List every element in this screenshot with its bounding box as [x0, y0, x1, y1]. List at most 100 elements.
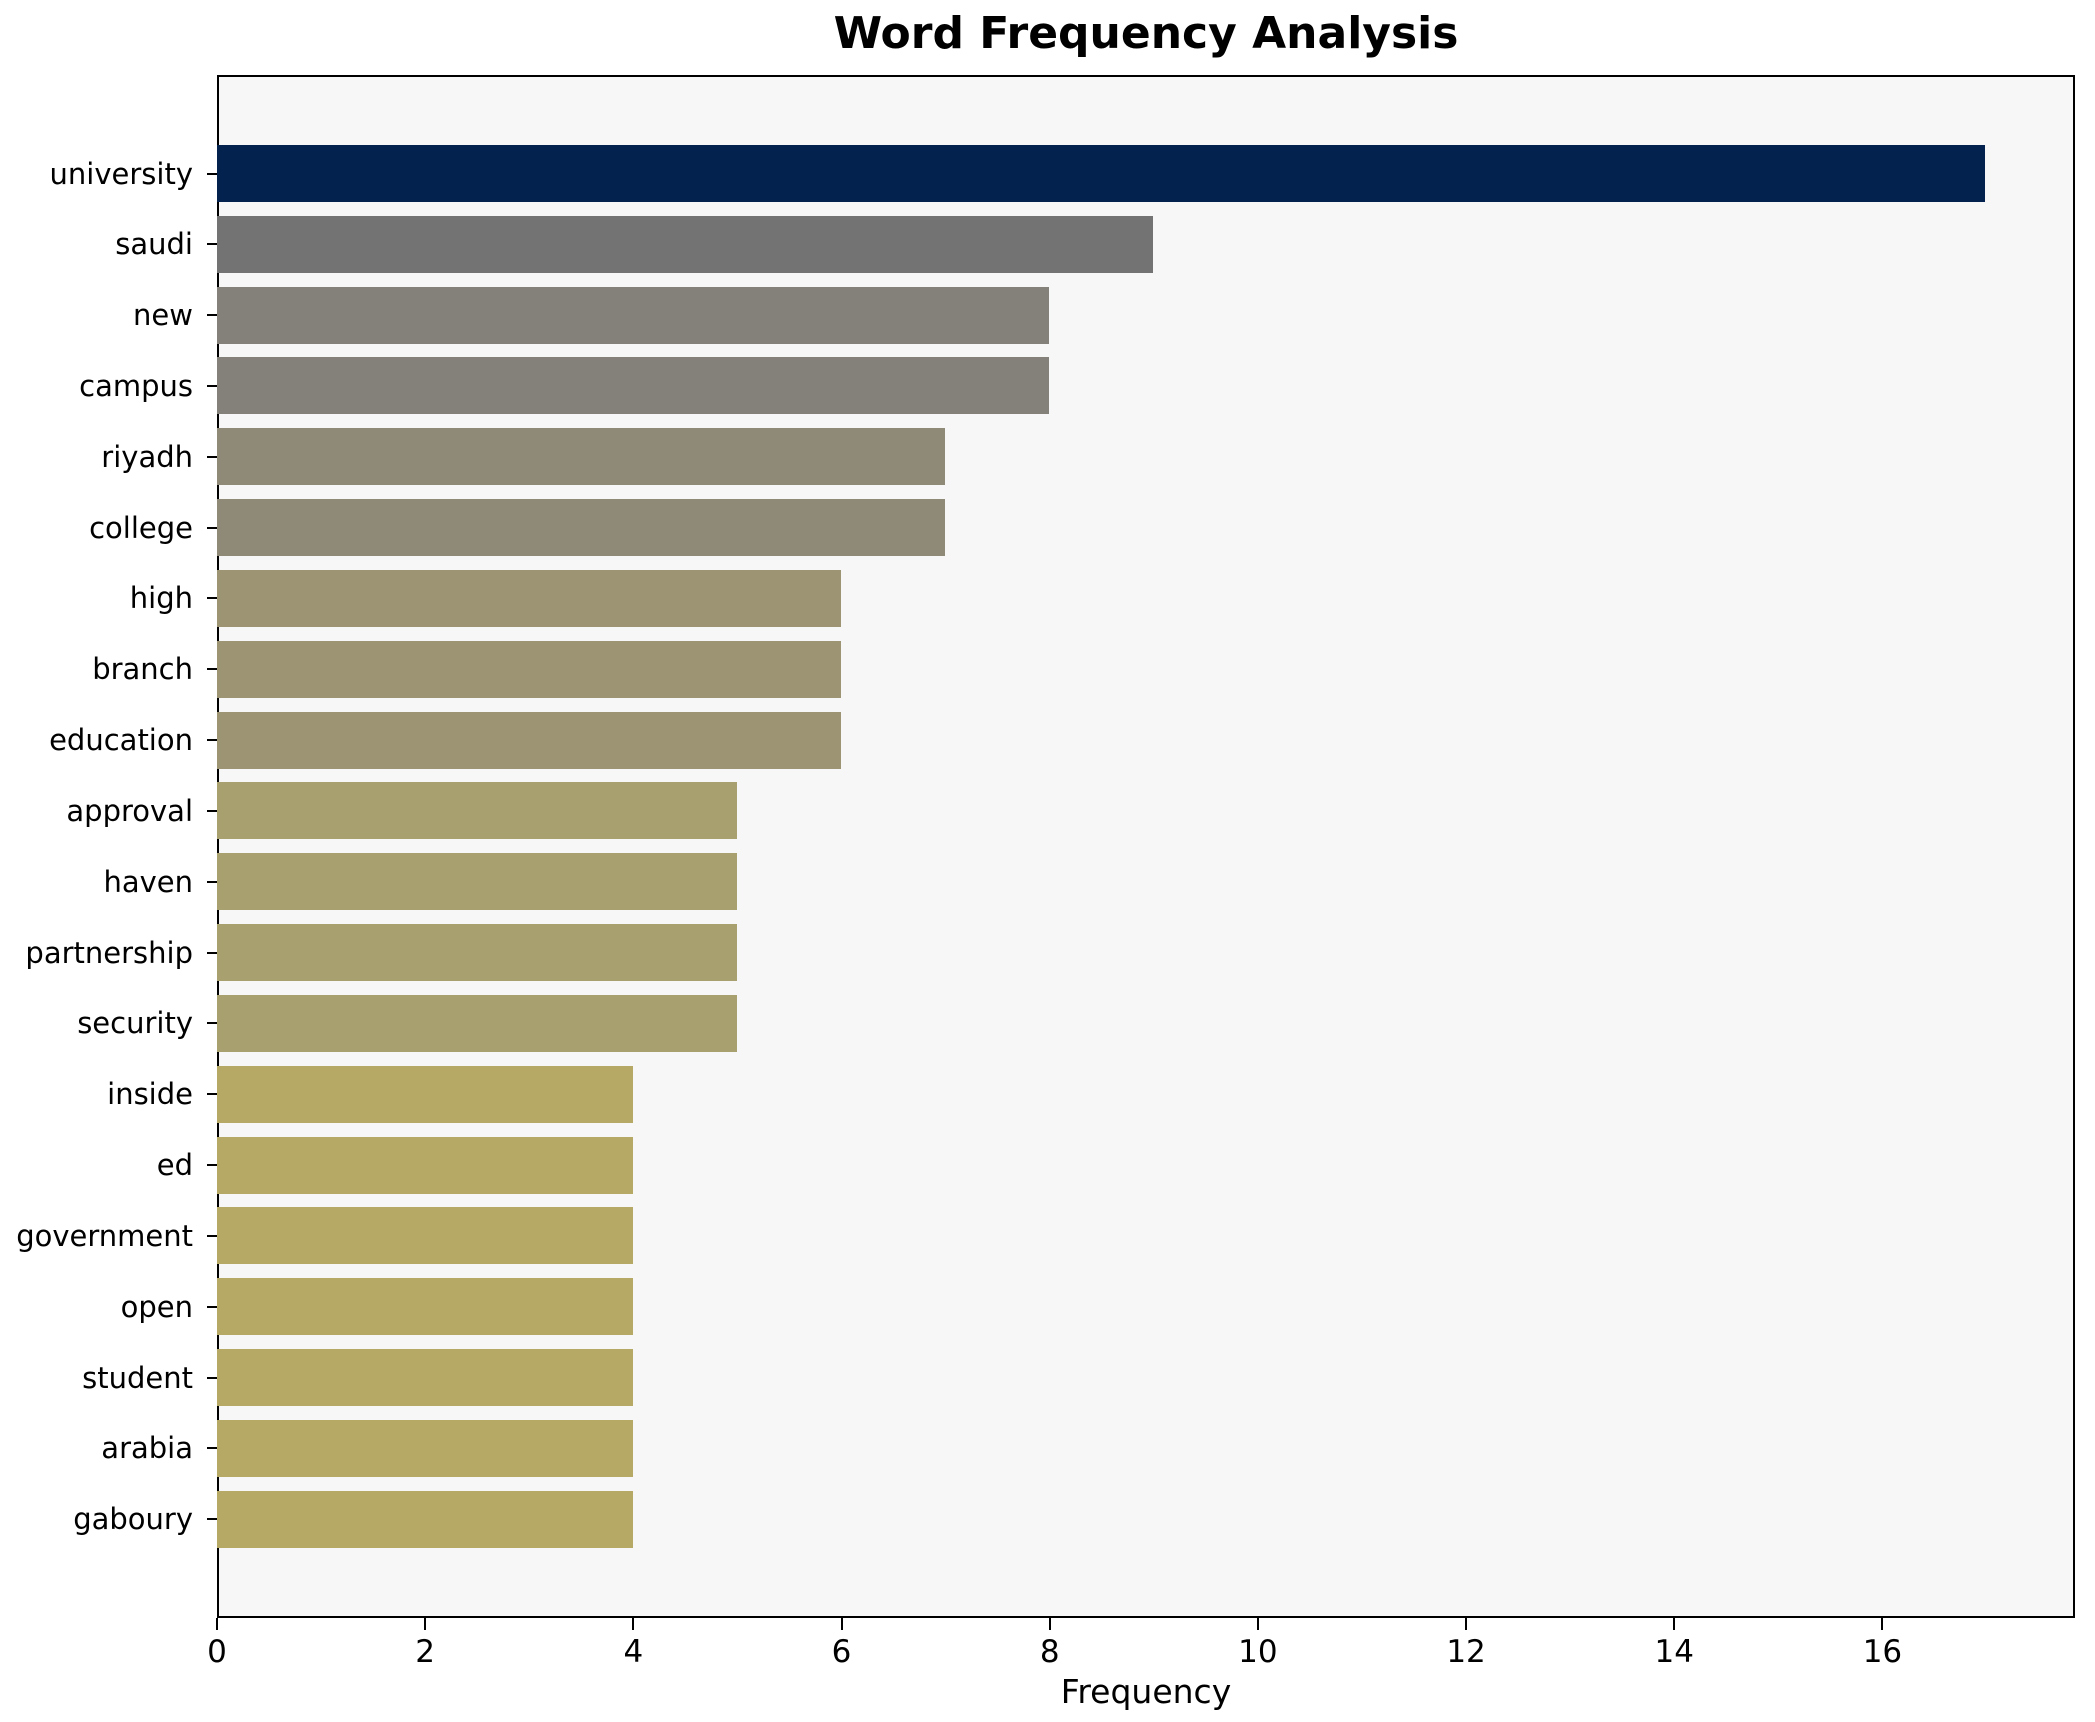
y-axis-label: haven [103, 864, 193, 899]
y-axis-label: college [89, 510, 193, 545]
y-tick-mark [207, 809, 217, 812]
frequency-bar [217, 782, 737, 840]
y-axis-label: partnership [25, 935, 193, 970]
y-axis-label: open [120, 1289, 193, 1324]
x-axis-title: Frequency [1060, 1672, 1232, 1711]
x-tick-label: 6 [831, 1634, 852, 1670]
y-axis-label: high [129, 581, 193, 616]
y-axis-label: ed [156, 1148, 193, 1183]
bar-row: riyadh [0, 428, 2073, 486]
frequency-bar [217, 1065, 633, 1123]
x-tick-label: 8 [1039, 1634, 1060, 1670]
frequency-bar [217, 924, 737, 982]
frequency-bar [217, 428, 945, 486]
bar-track [217, 1490, 2073, 1548]
frequency-bar [217, 357, 1049, 415]
y-axis-label: arabia [101, 1431, 193, 1466]
bar-track [217, 1136, 2073, 1194]
bar-row: partnership [0, 924, 2073, 982]
y-tick-mark [207, 951, 217, 954]
y-tick-mark [207, 1022, 217, 1025]
y-tick-mark [207, 243, 217, 246]
bar-row: student [0, 1349, 2073, 1407]
y-axis-label: student [82, 1360, 193, 1395]
x-tick-mark [1673, 1618, 1676, 1630]
y-axis-label: university [49, 156, 193, 191]
bars-container: university saudi new campus riyadh college hig… [0, 145, 2073, 1548]
y-tick-mark [207, 526, 217, 529]
y-axis-label: branch [92, 652, 193, 687]
y-tick-mark [207, 1164, 217, 1167]
bar-row: gaboury [0, 1490, 2073, 1548]
bar-track [217, 640, 2073, 698]
x-tick-mark [1465, 1618, 1468, 1630]
bar-row: ed [0, 1136, 2073, 1194]
bar-track [217, 924, 2073, 982]
bar-row: inside [0, 1065, 2073, 1123]
frequency-bar [217, 286, 1049, 344]
y-tick-mark [207, 1376, 217, 1379]
y-axis-label: campus [79, 368, 193, 403]
y-tick-mark [207, 1305, 217, 1308]
bar-track [217, 499, 2073, 557]
x-tick-label: 4 [623, 1634, 644, 1670]
frequency-bar [217, 145, 1985, 202]
bar-row: university [0, 145, 2073, 202]
bar-row: open [0, 1278, 2073, 1336]
bar-row: arabia [0, 1419, 2073, 1477]
bar-row: new [0, 286, 2073, 344]
frequency-bar [217, 994, 737, 1052]
bar-track [217, 711, 2073, 769]
bar-track [217, 1207, 2073, 1265]
y-axis-label: security [77, 1006, 193, 1041]
y-axis-label: new [133, 298, 193, 333]
x-tick-mark [1256, 1618, 1259, 1630]
x-tick-label: 0 [207, 1634, 227, 1670]
frequency-bar [217, 1419, 633, 1477]
y-tick-mark [207, 455, 217, 458]
y-tick-mark [207, 1234, 217, 1237]
x-tick-label: 10 [1238, 1634, 1278, 1670]
bar-track [217, 145, 2073, 202]
y-tick-mark [207, 1518, 217, 1521]
bar-track [217, 782, 2073, 840]
frequency-bar [217, 1136, 633, 1194]
bar-track [217, 215, 2073, 273]
x-tick-mark [1881, 1618, 1884, 1630]
y-tick-mark [207, 172, 217, 175]
bar-row: college [0, 499, 2073, 557]
frequency-bar [217, 215, 1153, 273]
bar-row: security [0, 994, 2073, 1052]
y-axis-label: education [49, 723, 193, 758]
y-axis-label: riyadh [101, 439, 193, 474]
frequency-bar [217, 853, 737, 911]
y-axis-label: saudi [115, 227, 193, 262]
y-tick-mark [207, 1447, 217, 1450]
bar-track [217, 1278, 2073, 1336]
bar-track [217, 994, 2073, 1052]
bar-row: campus [0, 357, 2073, 415]
bar-row: approval [0, 782, 2073, 840]
frequency-bar [217, 1349, 633, 1407]
bar-row: saudi [0, 215, 2073, 273]
bar-track [217, 357, 2073, 415]
y-axis-label: approval [66, 793, 193, 828]
x-tick-mark [632, 1618, 635, 1630]
x-tick-mark [1048, 1618, 1051, 1630]
y-tick-mark [207, 739, 217, 742]
y-tick-mark [207, 1093, 217, 1096]
bar-track [217, 428, 2073, 486]
x-tick-mark [216, 1618, 218, 1630]
x-tick-mark [424, 1618, 427, 1630]
x-tick-mark [840, 1618, 843, 1630]
frequency-bar [217, 711, 841, 769]
y-tick-mark [207, 314, 217, 317]
y-axis-label: inside [107, 1077, 193, 1112]
x-tick-label: 12 [1446, 1634, 1486, 1670]
bar-track [217, 1419, 2073, 1477]
frequency-bar [217, 1207, 633, 1265]
y-axis-label: gaboury [73, 1502, 193, 1537]
bar-track [217, 853, 2073, 911]
y-tick-mark [207, 668, 217, 671]
